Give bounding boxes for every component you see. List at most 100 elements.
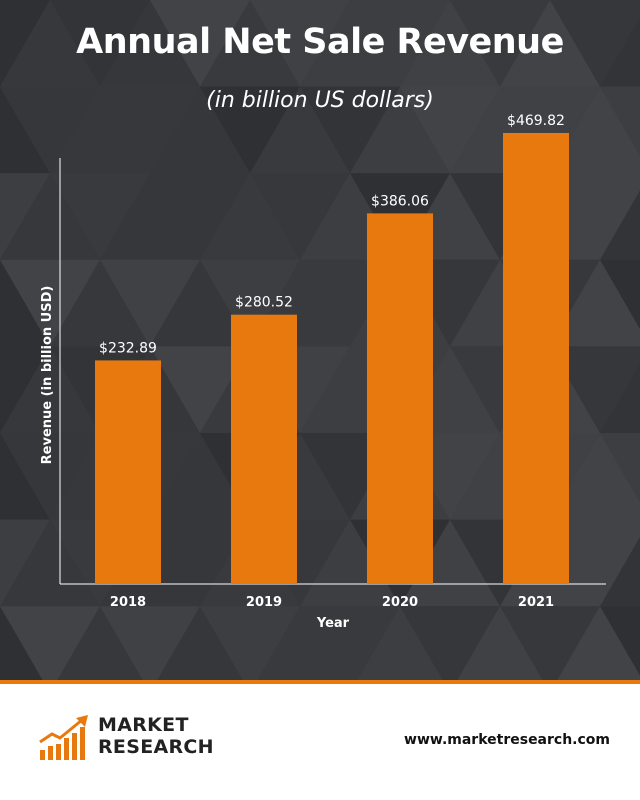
background-triangle	[100, 173, 200, 260]
data-label-2021: $469.82	[507, 113, 565, 129]
background-triangle	[200, 173, 300, 260]
background-triangle	[400, 606, 500, 680]
background-triangle	[550, 433, 640, 520]
background-triangle	[550, 173, 640, 260]
background-triangle	[0, 433, 100, 520]
background-triangle	[0, 606, 100, 680]
bar-2018	[95, 360, 161, 584]
background-triangle	[550, 259, 640, 347]
background-triangle	[350, 0, 450, 87]
background-triangle	[450, 0, 550, 87]
background-triangle	[0, 519, 100, 607]
background-triangle	[50, 173, 150, 260]
background-triangle	[400, 0, 500, 87]
background-triangle	[150, 519, 250, 607]
background-triangle	[357, 606, 443, 680]
background-triangle	[457, 606, 543, 680]
data-label-2019: $280.52	[235, 295, 293, 311]
background-triangle	[300, 519, 400, 607]
bar-2019	[231, 314, 297, 584]
background-triangle	[150, 0, 250, 87]
accent-divider	[0, 680, 640, 684]
bar-group	[95, 132, 569, 585]
background-triangle	[100, 86, 200, 174]
background-triangle	[0, 86, 50, 174]
bar-2020	[367, 213, 433, 585]
logo-wordmark: MARKET RESEARCH	[98, 714, 214, 758]
chart-panel: Annual Net Sale Revenue (in billion US d…	[0, 0, 640, 680]
background-triangle	[0, 173, 100, 260]
background-triangle	[550, 346, 640, 433]
data-label-2018: $232.89	[99, 340, 157, 356]
background-triangle	[100, 0, 200, 87]
bar-2021	[503, 132, 569, 585]
background-triangle	[500, 606, 600, 680]
background-triangle	[500, 86, 600, 174]
background-triangle	[200, 0, 300, 87]
growth-chart-logo-icon	[39, 715, 88, 760]
background-triangle	[150, 346, 250, 433]
x-tick-label-2020: 2020	[382, 595, 418, 610]
background-triangle	[500, 0, 600, 87]
background-triangle	[150, 259, 250, 347]
background-triangle	[0, 346, 50, 433]
background-triangle	[257, 606, 343, 680]
background-triangle	[600, 363, 640, 433]
background-triangle	[200, 606, 300, 680]
background-triangle	[557, 606, 640, 680]
background-triangle	[0, 0, 100, 87]
data-label-2020: $386.06	[371, 193, 429, 209]
background-triangle	[300, 0, 400, 87]
background-triangle	[350, 86, 450, 174]
background-triangle	[250, 173, 350, 260]
background-triangle	[0, 259, 100, 347]
background-triangle	[150, 173, 250, 260]
background-triangle	[200, 86, 300, 174]
logo-line-research: RESEARCH	[98, 736, 214, 758]
x-axis-title: Year	[316, 616, 350, 631]
market-research-logo[interactable]: MARKET RESEARCH	[38, 710, 218, 770]
background-triangle	[600, 259, 640, 330]
background-triangle	[200, 259, 300, 347]
background-triangle	[0, 519, 50, 607]
background-triangle	[100, 606, 200, 680]
background-triangle	[600, 536, 640, 607]
background-triangle	[600, 190, 640, 260]
bar-chart: $232.89 $280.52 $386.06 $469.82 2018 2019 202…	[40, 113, 606, 631]
background-triangle	[250, 0, 350, 87]
background-triangle	[300, 606, 400, 680]
background-triangle	[400, 519, 500, 607]
y-axis-title: Revenue (in billion USD)	[40, 286, 55, 465]
background-triangle	[400, 86, 500, 174]
footer: MARKET RESEARCH www.marketresearch.com	[0, 684, 640, 800]
x-tick-label-group: 2018 2019 2020 2021	[110, 595, 554, 610]
background-triangle	[157, 606, 243, 680]
background-triangle	[50, 86, 150, 174]
website-link[interactable]: www.marketresearch.com	[404, 732, 610, 748]
background-triangle	[0, 346, 100, 433]
background-triangle	[0, 86, 100, 174]
background-triangle	[300, 86, 400, 174]
background-triangle	[57, 606, 143, 680]
background-triangle	[0, 259, 50, 347]
x-tick-label-2021: 2021	[518, 595, 554, 610]
background-triangle	[600, 17, 640, 87]
page-subtitle: (in billion US dollars)	[206, 88, 434, 113]
x-tick-label-2018: 2018	[110, 595, 146, 610]
background-triangle	[600, 433, 640, 503]
background-triangle	[250, 86, 350, 174]
page-title: Annual Net Sale Revenue	[76, 22, 564, 62]
background-triangle	[100, 259, 200, 347]
background-triangle	[50, 0, 150, 87]
background-triangle	[600, 86, 640, 156]
background-triangle	[600, 606, 640, 676]
background-triangle	[550, 519, 640, 607]
x-tick-label-2019: 2019	[246, 595, 282, 610]
logo-line-market: MARKET	[98, 714, 189, 736]
background-triangle	[50, 259, 150, 347]
background-triangle	[150, 433, 250, 520]
background-triangle	[150, 86, 250, 174]
background-triangle	[550, 0, 640, 87]
background-triangle	[550, 86, 640, 174]
